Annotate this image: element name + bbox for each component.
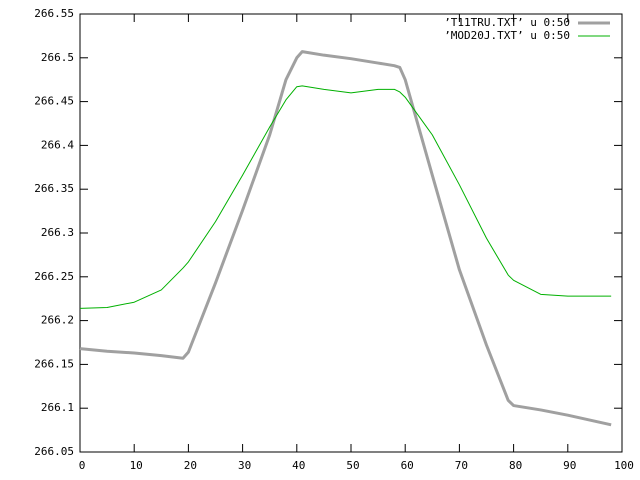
- x-tick-label: 60: [401, 459, 414, 472]
- series-line: [79, 85, 612, 309]
- legend-label: ’T11TRU.TXT’ u 0:50: [444, 16, 570, 29]
- x-tick-label: 30: [238, 459, 251, 472]
- y-tick-label: 266.25: [34, 270, 74, 283]
- y-tick-label: 266.15: [34, 357, 74, 370]
- series-line: [79, 50, 612, 427]
- y-tick-label: 266.4: [41, 138, 74, 151]
- x-tick-label: 90: [563, 459, 576, 472]
- y-tick-label: 266.05: [34, 445, 74, 458]
- x-tick-label: 20: [184, 459, 197, 472]
- y-tick-label: 266.1: [41, 401, 74, 414]
- x-tick-label: 0: [79, 459, 86, 472]
- x-tick-label: 10: [130, 459, 143, 472]
- x-tick-label: 80: [509, 459, 522, 472]
- x-tick-label: 100: [614, 459, 634, 472]
- y-tick-label: 266.35: [34, 182, 74, 195]
- y-tick-label: 266.55: [34, 7, 74, 20]
- plot-frame: [79, 13, 623, 453]
- x-tick-label: 70: [455, 459, 468, 472]
- x-tick-label: 50: [346, 459, 359, 472]
- legend-label: ’MOD20J.TXT’ u 0:50: [444, 29, 570, 42]
- y-tick-label: 266.3: [41, 226, 74, 239]
- y-tick-label: 266.45: [34, 95, 74, 108]
- x-tick-label: 40: [292, 459, 305, 472]
- y-tick-label: 266.2: [41, 314, 74, 327]
- y-tick-label: 266.5: [41, 51, 74, 64]
